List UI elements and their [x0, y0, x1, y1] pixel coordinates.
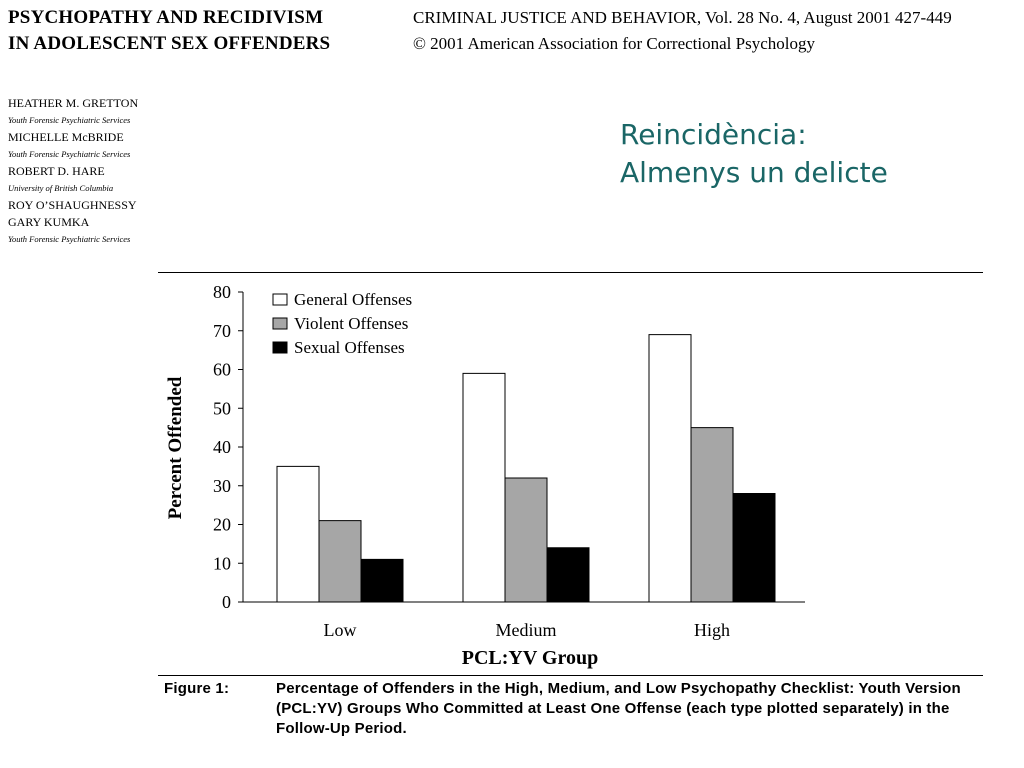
- bar-sexual-offenses-high: [732, 493, 776, 603]
- x-tick-label: Medium: [496, 620, 557, 640]
- bar-general-offenses-medium: [462, 372, 506, 603]
- y-tick-label: 80: [213, 282, 231, 302]
- author-affiliation: University of British Columbia: [8, 183, 114, 193]
- paper-title-line-1: PSYCHOPATHY AND RECIDIVISM: [8, 7, 324, 28]
- author-name: ROBERT D. HARE: [8, 164, 105, 178]
- y-tick-label: 40: [213, 437, 231, 457]
- author-name: HEATHER M. GRETTON: [8, 96, 139, 110]
- x-axis-label: PCL:YV Group: [462, 647, 599, 669]
- author-affiliation: Youth Forensic Psychiatric Services: [8, 234, 131, 244]
- journal-citation: CRIMINAL JUSTICE AND BEHAVIOR, Vol. 28 N…: [413, 5, 952, 57]
- y-tick-label: 70: [213, 321, 231, 341]
- figure-caption: Percentage of Offenders in the High, Med…: [276, 680, 961, 737]
- figure-top-rule: [158, 272, 983, 273]
- y-tick-label: 50: [213, 398, 231, 418]
- legend-label: Sexual Offenses: [294, 338, 405, 357]
- bar-violent-offenses-high: [690, 427, 734, 603]
- author-affiliation: Youth Forensic Psychiatric Services: [8, 115, 131, 125]
- legend-swatch: [272, 341, 288, 354]
- bar-sexual-offenses-medium: [546, 547, 590, 603]
- paper-title: PSYCHOPATHY AND RECIDIVISM IN ADOLESCENT…: [8, 5, 330, 57]
- journal-line-2: © 2001 American Association for Correcti…: [413, 34, 815, 53]
- y-tick-label: 10: [213, 553, 231, 573]
- y-tick-label: 0: [222, 592, 231, 612]
- x-tick-label: High: [694, 620, 730, 640]
- legend-label: General Offenses: [294, 290, 412, 309]
- author-list: HEATHER M. GRETTON Youth Forensic Psychi…: [8, 96, 138, 249]
- author-name: ROY O’SHAUGHNESSY: [8, 198, 137, 212]
- author-affiliation: Youth Forensic Psychiatric Services: [8, 149, 131, 159]
- slide-title-line-1: Reincidència:: [620, 118, 807, 151]
- y-tick-label: 60: [213, 360, 231, 380]
- bar-violent-offenses-medium: [504, 477, 548, 603]
- bar-general-offenses-high: [648, 334, 692, 603]
- y-tick-label: 30: [213, 476, 231, 496]
- slide-title: Reincidència: Almenys un delicte: [620, 116, 888, 192]
- x-tick-label: Low: [324, 620, 357, 640]
- legend-swatch: [272, 293, 288, 306]
- journal-line-1: CRIMINAL JUSTICE AND BEHAVIOR, Vol. 28 N…: [413, 8, 952, 27]
- author-name: GARY KUMKA: [8, 215, 90, 229]
- author-name: MICHELLE McBRIDE: [8, 130, 124, 144]
- bar-sexual-offenses-low: [360, 558, 404, 603]
- legend-label: Violent Offenses: [294, 314, 408, 333]
- bar-violent-offenses-low: [318, 520, 362, 603]
- figure-bottom-rule: [158, 675, 983, 676]
- y-axis-label: Percent Offended: [165, 376, 186, 519]
- legend-swatch: [272, 317, 288, 330]
- y-tick-label: 20: [213, 515, 231, 535]
- paper-title-line-2: IN ADOLESCENT SEX OFFENDERS: [8, 33, 331, 54]
- figure-label: Figure 1:: [164, 680, 230, 697]
- slide-title-line-2: Almenys un delicte: [620, 156, 888, 189]
- bar-general-offenses-low: [276, 465, 320, 603]
